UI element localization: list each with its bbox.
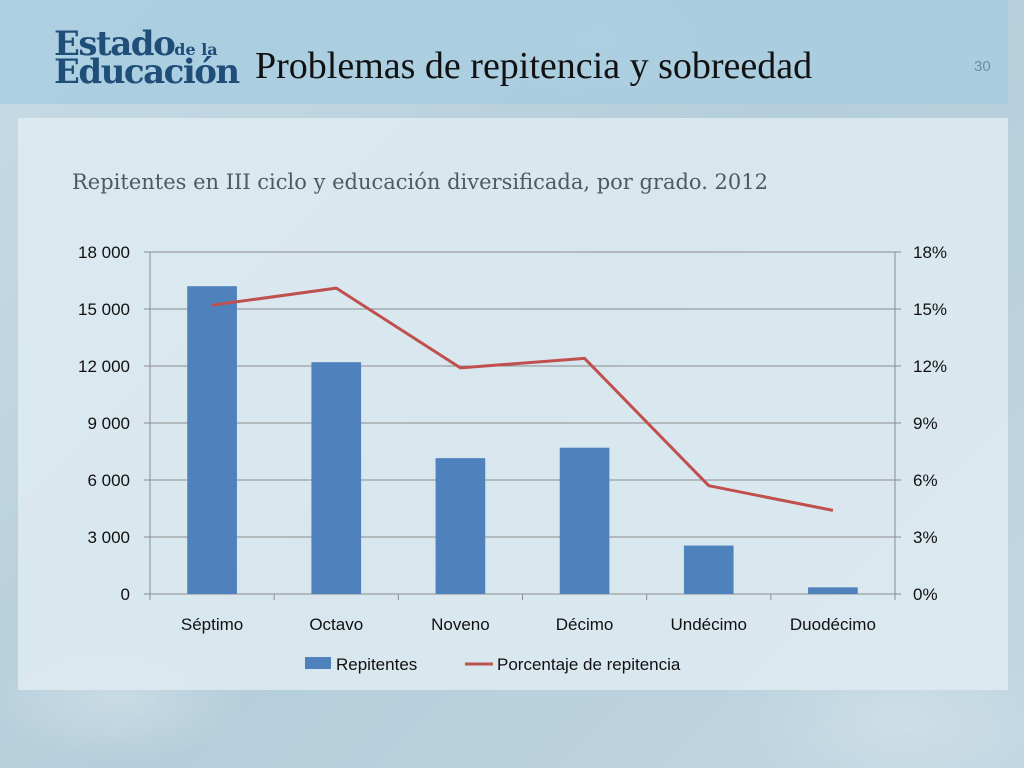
left-tick-label: 9 000 — [87, 414, 130, 433]
title-band — [0, 0, 1008, 104]
right-tick-label: 15% — [913, 300, 947, 319]
slide-title: Problemas de repitencia y sobreedad — [255, 45, 813, 87]
left-axis-labels: 0 3 000 6 000 9 000 12 000 15 000 18 000 — [78, 243, 130, 604]
right-tick-label: 12% — [913, 357, 947, 376]
right-tick-label: 0% — [913, 585, 938, 604]
right-axis-labels: 0% 3% 6% 9% 12% 15% 18% — [913, 243, 947, 604]
left-tick-label: 0 — [121, 585, 130, 604]
line-series — [211, 286, 834, 512]
logo-word-dela: de la — [174, 40, 218, 59]
right-tick-label: 18% — [913, 243, 947, 262]
bar-décimo — [559, 447, 610, 594]
bar-duodécimo — [808, 587, 858, 594]
chart-title: Repitentes en III ciclo y educación dive… — [72, 170, 769, 194]
logo-line-2: Educación — [54, 52, 240, 92]
page-number: 30 — [974, 58, 991, 75]
right-tick-label: 6% — [913, 471, 938, 490]
left-tick-label: 3 000 — [87, 528, 130, 547]
legend-swatch-repitentes — [305, 657, 331, 669]
bar-series — [187, 286, 858, 594]
right-tick-label: 9% — [913, 414, 938, 433]
legend-label-porcentaje: Porcentaje de repitencia — [497, 655, 681, 674]
right-tick-label: 3% — [913, 528, 938, 547]
left-tick-label: 12 000 — [78, 357, 130, 376]
logo-line-1: Estadode la — [54, 24, 218, 64]
logo-word-estado: Estado — [54, 24, 176, 64]
left-tick-label: 15 000 — [78, 300, 130, 319]
category-label: Séptimo — [181, 615, 243, 634]
bar-undécimo — [683, 545, 734, 594]
bar-séptimo — [187, 286, 237, 594]
porcentaje-line — [211, 286, 834, 512]
bar-octavo — [311, 362, 362, 594]
left-tick-label: 18 000 — [78, 243, 130, 262]
axes — [144, 251, 901, 600]
legend-label-repitentes: Repitentes — [336, 655, 417, 674]
category-label: Noveno — [431, 615, 490, 634]
legend: Repitentes Porcentaje de repitencia — [305, 655, 681, 674]
category-labels: Séptimo Octavo Noveno Décimo Undécimo Duodéci… — [181, 615, 876, 634]
category-label: Décimo — [556, 615, 614, 634]
category-label: Octavo — [309, 615, 363, 634]
bar-noveno — [435, 458, 486, 594]
category-label: Duodécimo — [790, 615, 876, 634]
gridlines — [150, 251, 895, 538]
category-label: Undécimo — [670, 615, 747, 634]
estado-educacion-logo: Estadode la Educación — [54, 24, 240, 92]
content-panel — [18, 118, 1008, 690]
left-tick-label: 6 000 — [87, 471, 130, 490]
